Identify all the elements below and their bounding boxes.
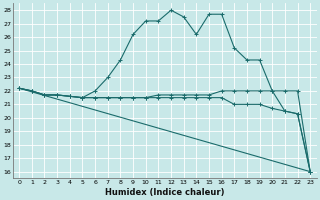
X-axis label: Humidex (Indice chaleur): Humidex (Indice chaleur) [105,188,224,197]
